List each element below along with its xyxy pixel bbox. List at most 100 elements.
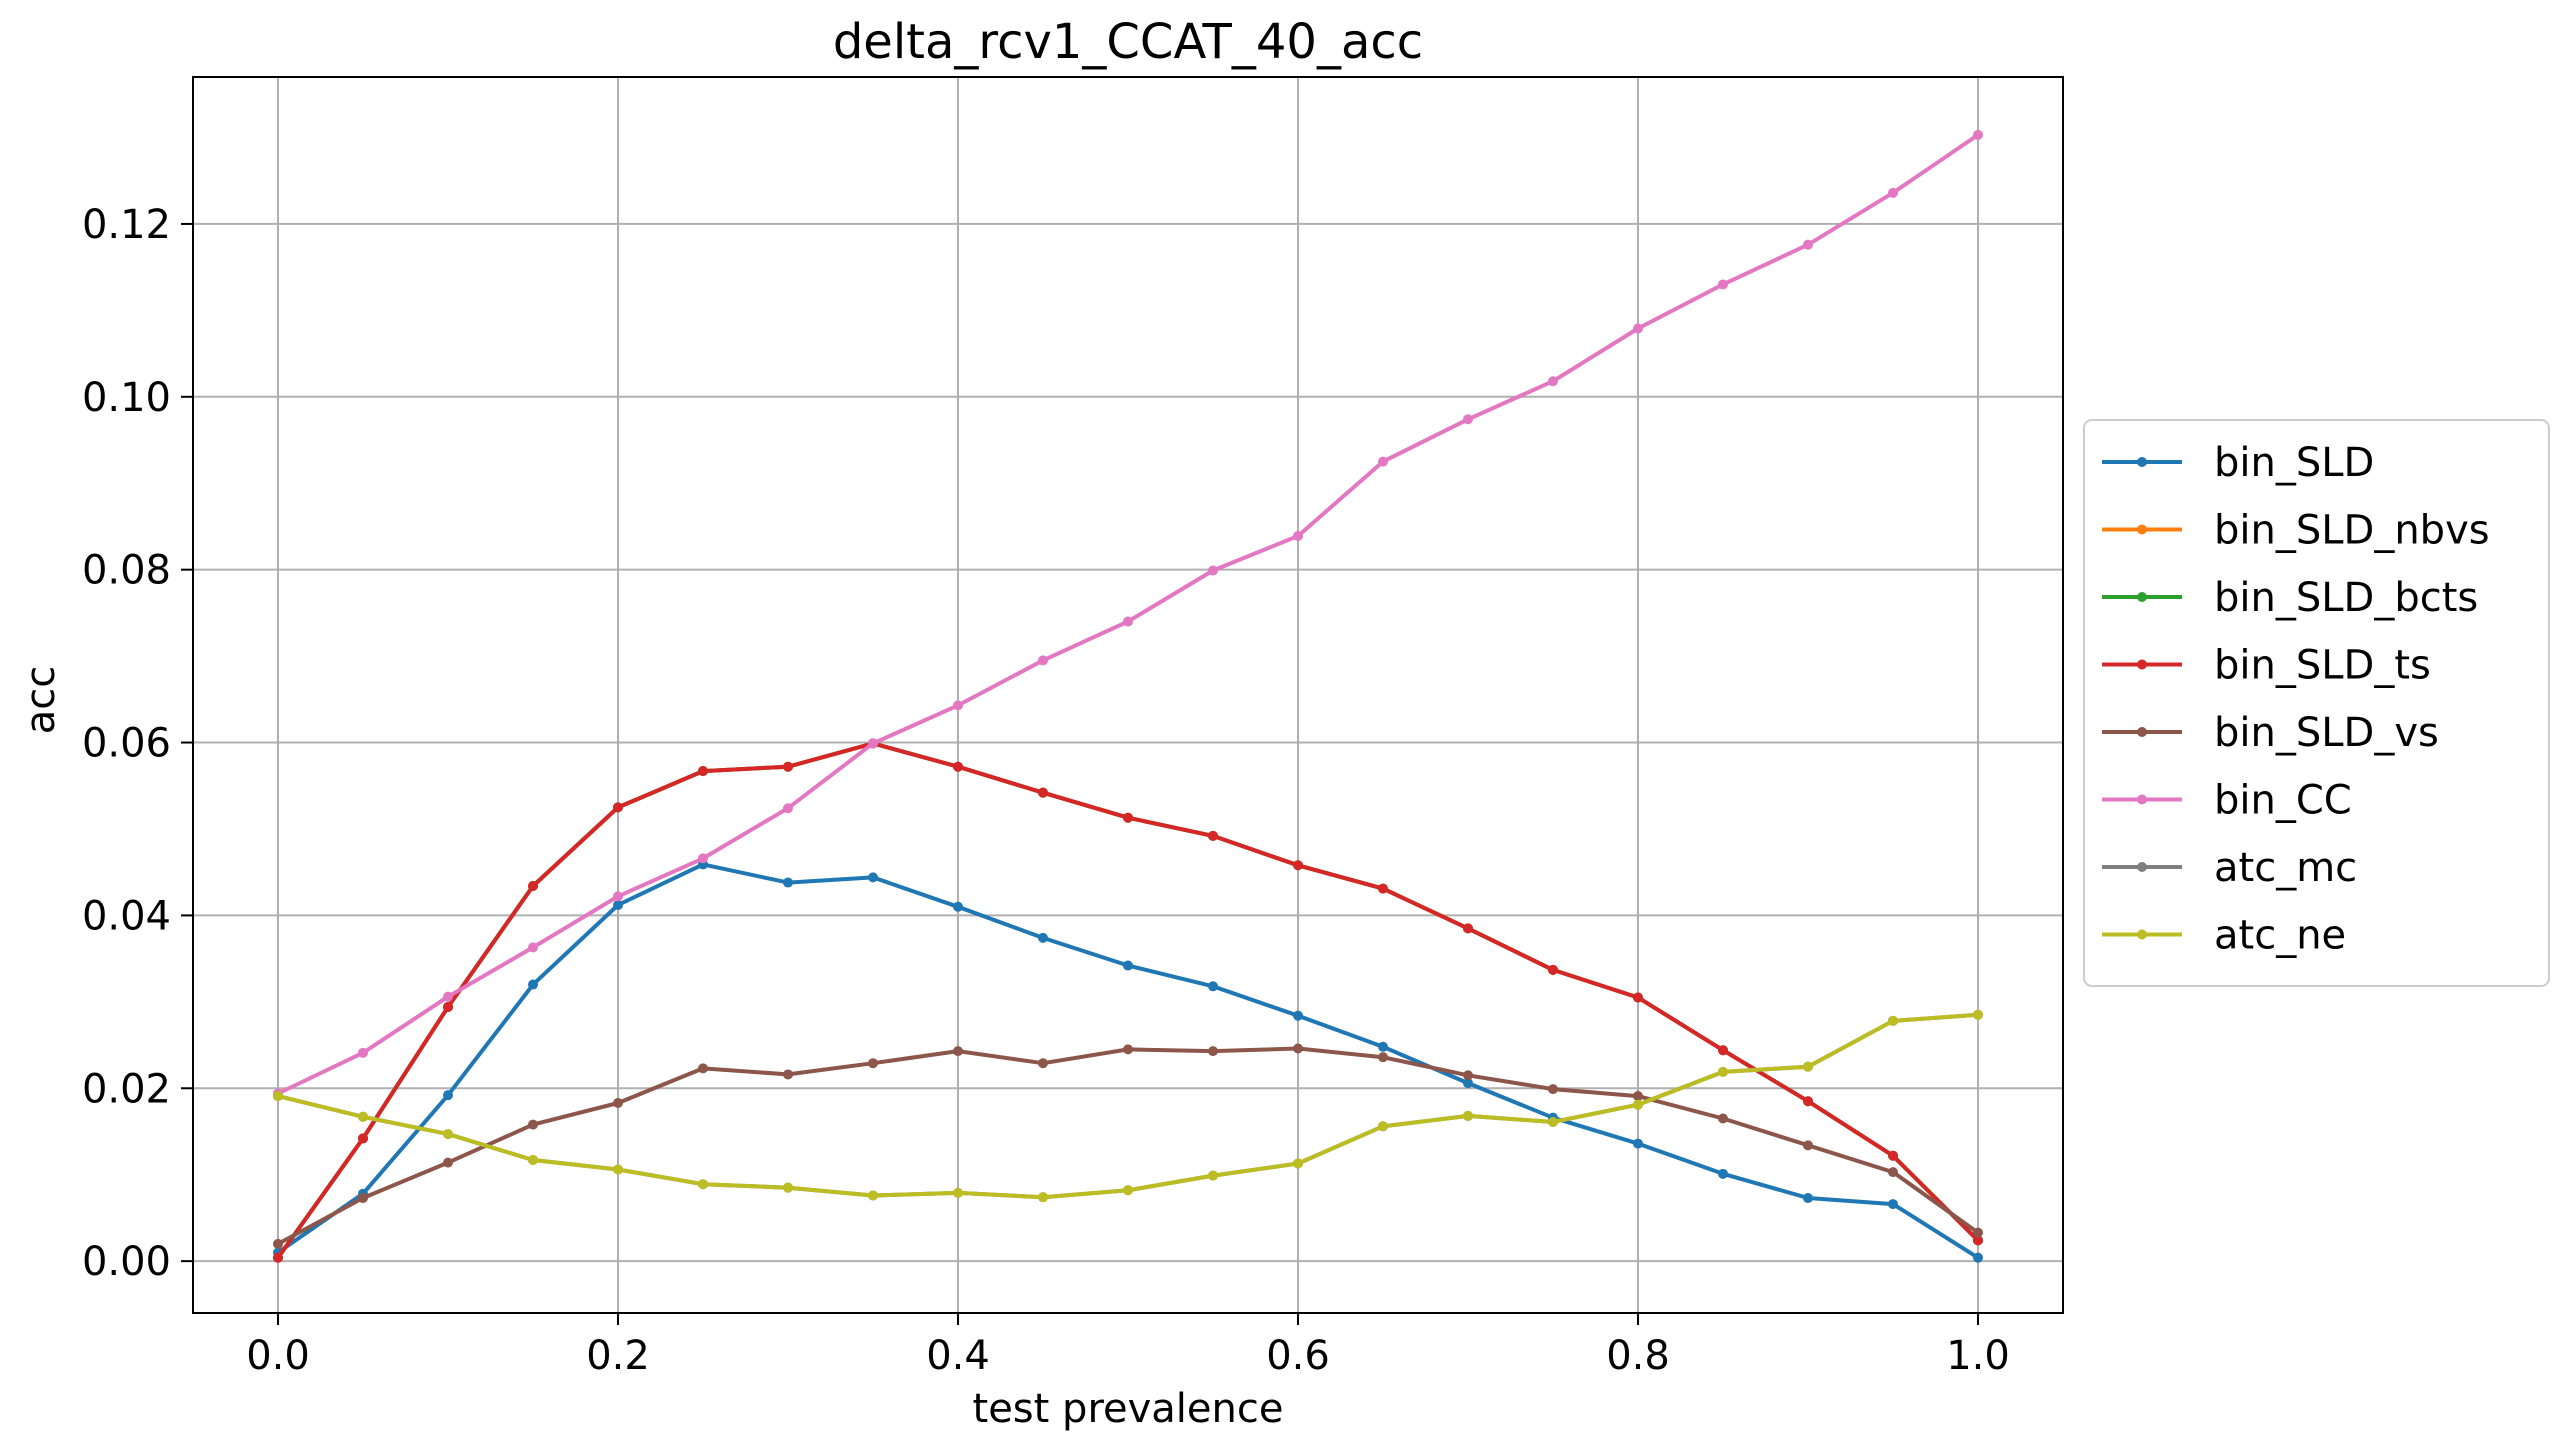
x-tick-label: 1.0 bbox=[1946, 1333, 2010, 1379]
data-point bbox=[698, 1063, 708, 1074]
legend-marker bbox=[2137, 929, 2147, 940]
data-point bbox=[1633, 992, 1643, 1003]
legend-marker bbox=[2137, 659, 2147, 670]
data-point bbox=[868, 872, 878, 883]
data-point bbox=[1888, 187, 1898, 198]
series-layer bbox=[273, 129, 1983, 1263]
data-point bbox=[1633, 323, 1643, 334]
legend-marker bbox=[2137, 727, 2147, 737]
chart-title: delta_rcv1_CCAT_40_acc bbox=[833, 14, 1423, 70]
data-point bbox=[1548, 964, 1558, 975]
data-point bbox=[698, 1179, 708, 1190]
y-axis-label: acc bbox=[18, 666, 64, 735]
legend-item: bin_CC bbox=[2102, 778, 2352, 824]
data-point bbox=[783, 803, 793, 814]
x-tick-label: 0.8 bbox=[1606, 1333, 1670, 1379]
x-tick-label: 0.6 bbox=[1266, 1333, 1330, 1379]
y-tick-label: 0.02 bbox=[82, 1066, 171, 1112]
data-point bbox=[1973, 1252, 1983, 1263]
data-point bbox=[1038, 1058, 1048, 1069]
legend-item: bin_SLD bbox=[2102, 440, 2374, 486]
data-point bbox=[1633, 1138, 1643, 1149]
data-point bbox=[868, 1058, 878, 1069]
legend-item: atc_ne bbox=[2102, 913, 2346, 959]
data-point bbox=[1123, 1185, 1133, 1196]
legend-label: atc_ne bbox=[2214, 913, 2346, 959]
data-point bbox=[1548, 1116, 1558, 1127]
data-point bbox=[953, 1046, 963, 1057]
data-point bbox=[443, 1002, 453, 1013]
legend-label: bin_SLD_vs bbox=[2214, 710, 2439, 756]
x-axis-label: test prevalence bbox=[973, 1386, 1284, 1432]
legend: bin_SLD bin_SLD_nbvs bin_SLD_bcts bin_SLD_t… bbox=[2083, 419, 2550, 987]
legend-marker bbox=[2137, 524, 2147, 535]
legend-label: bin_SLD bbox=[2214, 440, 2374, 486]
data-point bbox=[868, 738, 878, 749]
data-point bbox=[1208, 1046, 1218, 1057]
legend-label: atc_mc bbox=[2214, 845, 2357, 891]
data-point bbox=[1548, 1084, 1558, 1095]
data-point bbox=[1123, 812, 1133, 823]
data-point bbox=[1463, 414, 1473, 425]
data-point bbox=[1718, 1066, 1728, 1077]
legend-label: bin_CC bbox=[2214, 778, 2352, 824]
data-point bbox=[273, 1238, 283, 1249]
legend-marker bbox=[2137, 457, 2147, 467]
data-point bbox=[1378, 1052, 1388, 1063]
legend-marker bbox=[2137, 862, 2147, 872]
data-point bbox=[1293, 1043, 1303, 1054]
data-point bbox=[1463, 923, 1473, 934]
data-point bbox=[953, 901, 963, 912]
grid bbox=[193, 77, 2063, 1313]
data-point bbox=[1888, 1199, 1898, 1210]
x-tick-label: 0.2 bbox=[586, 1333, 650, 1379]
data-point bbox=[953, 700, 963, 711]
data-point bbox=[1633, 1099, 1643, 1110]
legend-label: bin_SLD_ts bbox=[2214, 643, 2431, 689]
data-point bbox=[1803, 239, 1813, 250]
data-point bbox=[1038, 787, 1048, 798]
plot-frame bbox=[192, 76, 2064, 1314]
data-point bbox=[1378, 1041, 1388, 1052]
data-point bbox=[1973, 129, 1983, 140]
legend-label: bin_SLD_bcts bbox=[2214, 575, 2478, 621]
series-bin_CC bbox=[273, 129, 1983, 1099]
data-point bbox=[358, 1193, 368, 1204]
data-point bbox=[1378, 1121, 1388, 1132]
data-point bbox=[443, 1157, 453, 1168]
data-point bbox=[1718, 1168, 1728, 1179]
data-point bbox=[1293, 1158, 1303, 1169]
y-tick-label: 0.10 bbox=[82, 375, 171, 421]
x-tick-label: 0.0 bbox=[246, 1333, 310, 1379]
data-point bbox=[613, 1164, 623, 1175]
data-point bbox=[1293, 1010, 1303, 1021]
data-point bbox=[358, 1047, 368, 1058]
legend-item: bin_SLD_vs bbox=[2102, 710, 2439, 756]
data-point bbox=[1718, 1113, 1728, 1124]
data-point bbox=[443, 991, 453, 1002]
data-point bbox=[613, 1097, 623, 1108]
data-point bbox=[1208, 830, 1218, 841]
data-point bbox=[1973, 1227, 1983, 1238]
data-point bbox=[1548, 376, 1558, 387]
data-point bbox=[1463, 1110, 1473, 1121]
legend-item: atc_mc bbox=[2102, 845, 2357, 891]
data-point bbox=[1888, 1167, 1898, 1178]
data-point bbox=[1038, 932, 1048, 943]
data-point bbox=[783, 877, 793, 888]
y-tick-label: 0.12 bbox=[82, 202, 171, 248]
data-point bbox=[698, 766, 708, 777]
data-point bbox=[273, 1091, 283, 1102]
data-point bbox=[1463, 1078, 1473, 1089]
data-point bbox=[528, 979, 538, 990]
data-point bbox=[1718, 279, 1728, 290]
data-point bbox=[1293, 530, 1303, 541]
data-point bbox=[443, 1129, 453, 1140]
legend-item: bin_SLD_ts bbox=[2102, 643, 2431, 689]
data-point bbox=[1973, 1235, 1983, 1246]
data-point bbox=[1038, 655, 1048, 666]
data-point bbox=[1208, 565, 1218, 576]
data-point bbox=[1718, 1045, 1728, 1056]
data-point bbox=[443, 1090, 453, 1101]
